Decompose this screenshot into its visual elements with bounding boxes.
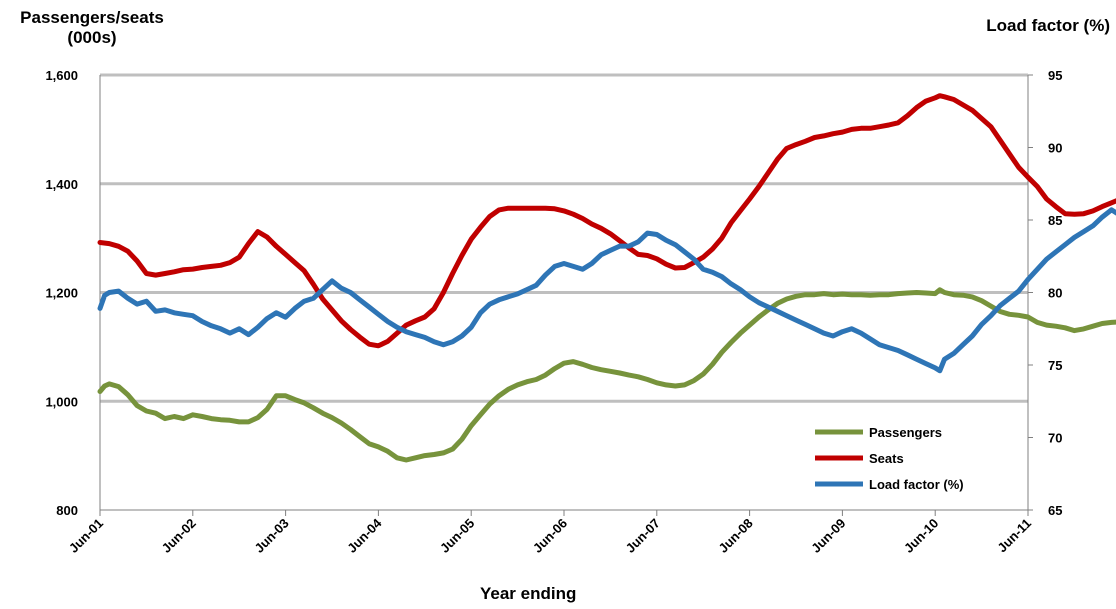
left-tick-label: 1,600 [45, 68, 78, 83]
right-tick-label: 85 [1048, 213, 1062, 228]
x-tick-label: Jun-11 [994, 516, 1034, 556]
right-tick-label: 75 [1048, 358, 1062, 373]
legend-label: Load factor (%) [869, 477, 964, 492]
right-tick-label: 65 [1048, 503, 1062, 518]
x-tick-label: Jun-03 [251, 516, 291, 556]
right-tick-label: 95 [1048, 68, 1062, 83]
x-tick-label: Jun-01 [66, 516, 106, 556]
left-axis-ticks: 800 1,000 1,200 1,400 1,600 [45, 68, 78, 518]
series-line-seats [97, 93, 1116, 349]
x-tick-label: Jun-05 [437, 516, 477, 556]
x-tick-label: Jun-07 [623, 516, 663, 556]
left-tick-label: 1,200 [45, 286, 78, 301]
left-axis-title: Passengers/seats (000s) [20, 8, 164, 47]
x-tick-label: Jun-04 [344, 515, 385, 556]
left-tick-label: 1,400 [45, 177, 78, 192]
x-tick-label: Jun-08 [715, 516, 755, 556]
legend-label: Seats [869, 451, 904, 466]
right-tick-label: 70 [1048, 431, 1062, 446]
x-tick-label: Jun-02 [159, 516, 199, 556]
x-axis: Jun-01 Jun-02 Jun-03 Jun-04 Jun-05 Jun-06 Jun-… [66, 510, 1034, 556]
x-tick-label: Jun-10 [901, 516, 941, 556]
right-tick-label: 90 [1048, 141, 1062, 156]
left-tick-label: 1,000 [45, 394, 78, 409]
legend: Passengers Seats Load factor (%) [815, 425, 964, 492]
x-axis-title: Year ending [480, 584, 577, 603]
series-lines [97, 93, 1116, 463]
left-tick-label: 800 [56, 503, 78, 518]
series-line-load-factor [97, 207, 1116, 374]
series-line-passengers [97, 287, 1116, 463]
right-axis-title: Load factor (%) [986, 16, 1110, 35]
right-axis-ticks: 65 70 75 80 85 90 95 [1028, 68, 1062, 518]
x-tick-label: Jun-06 [530, 516, 570, 556]
x-tick-label: Jun-09 [808, 516, 848, 556]
right-tick-label: 80 [1048, 286, 1062, 301]
legend-label: Passengers [869, 425, 942, 440]
